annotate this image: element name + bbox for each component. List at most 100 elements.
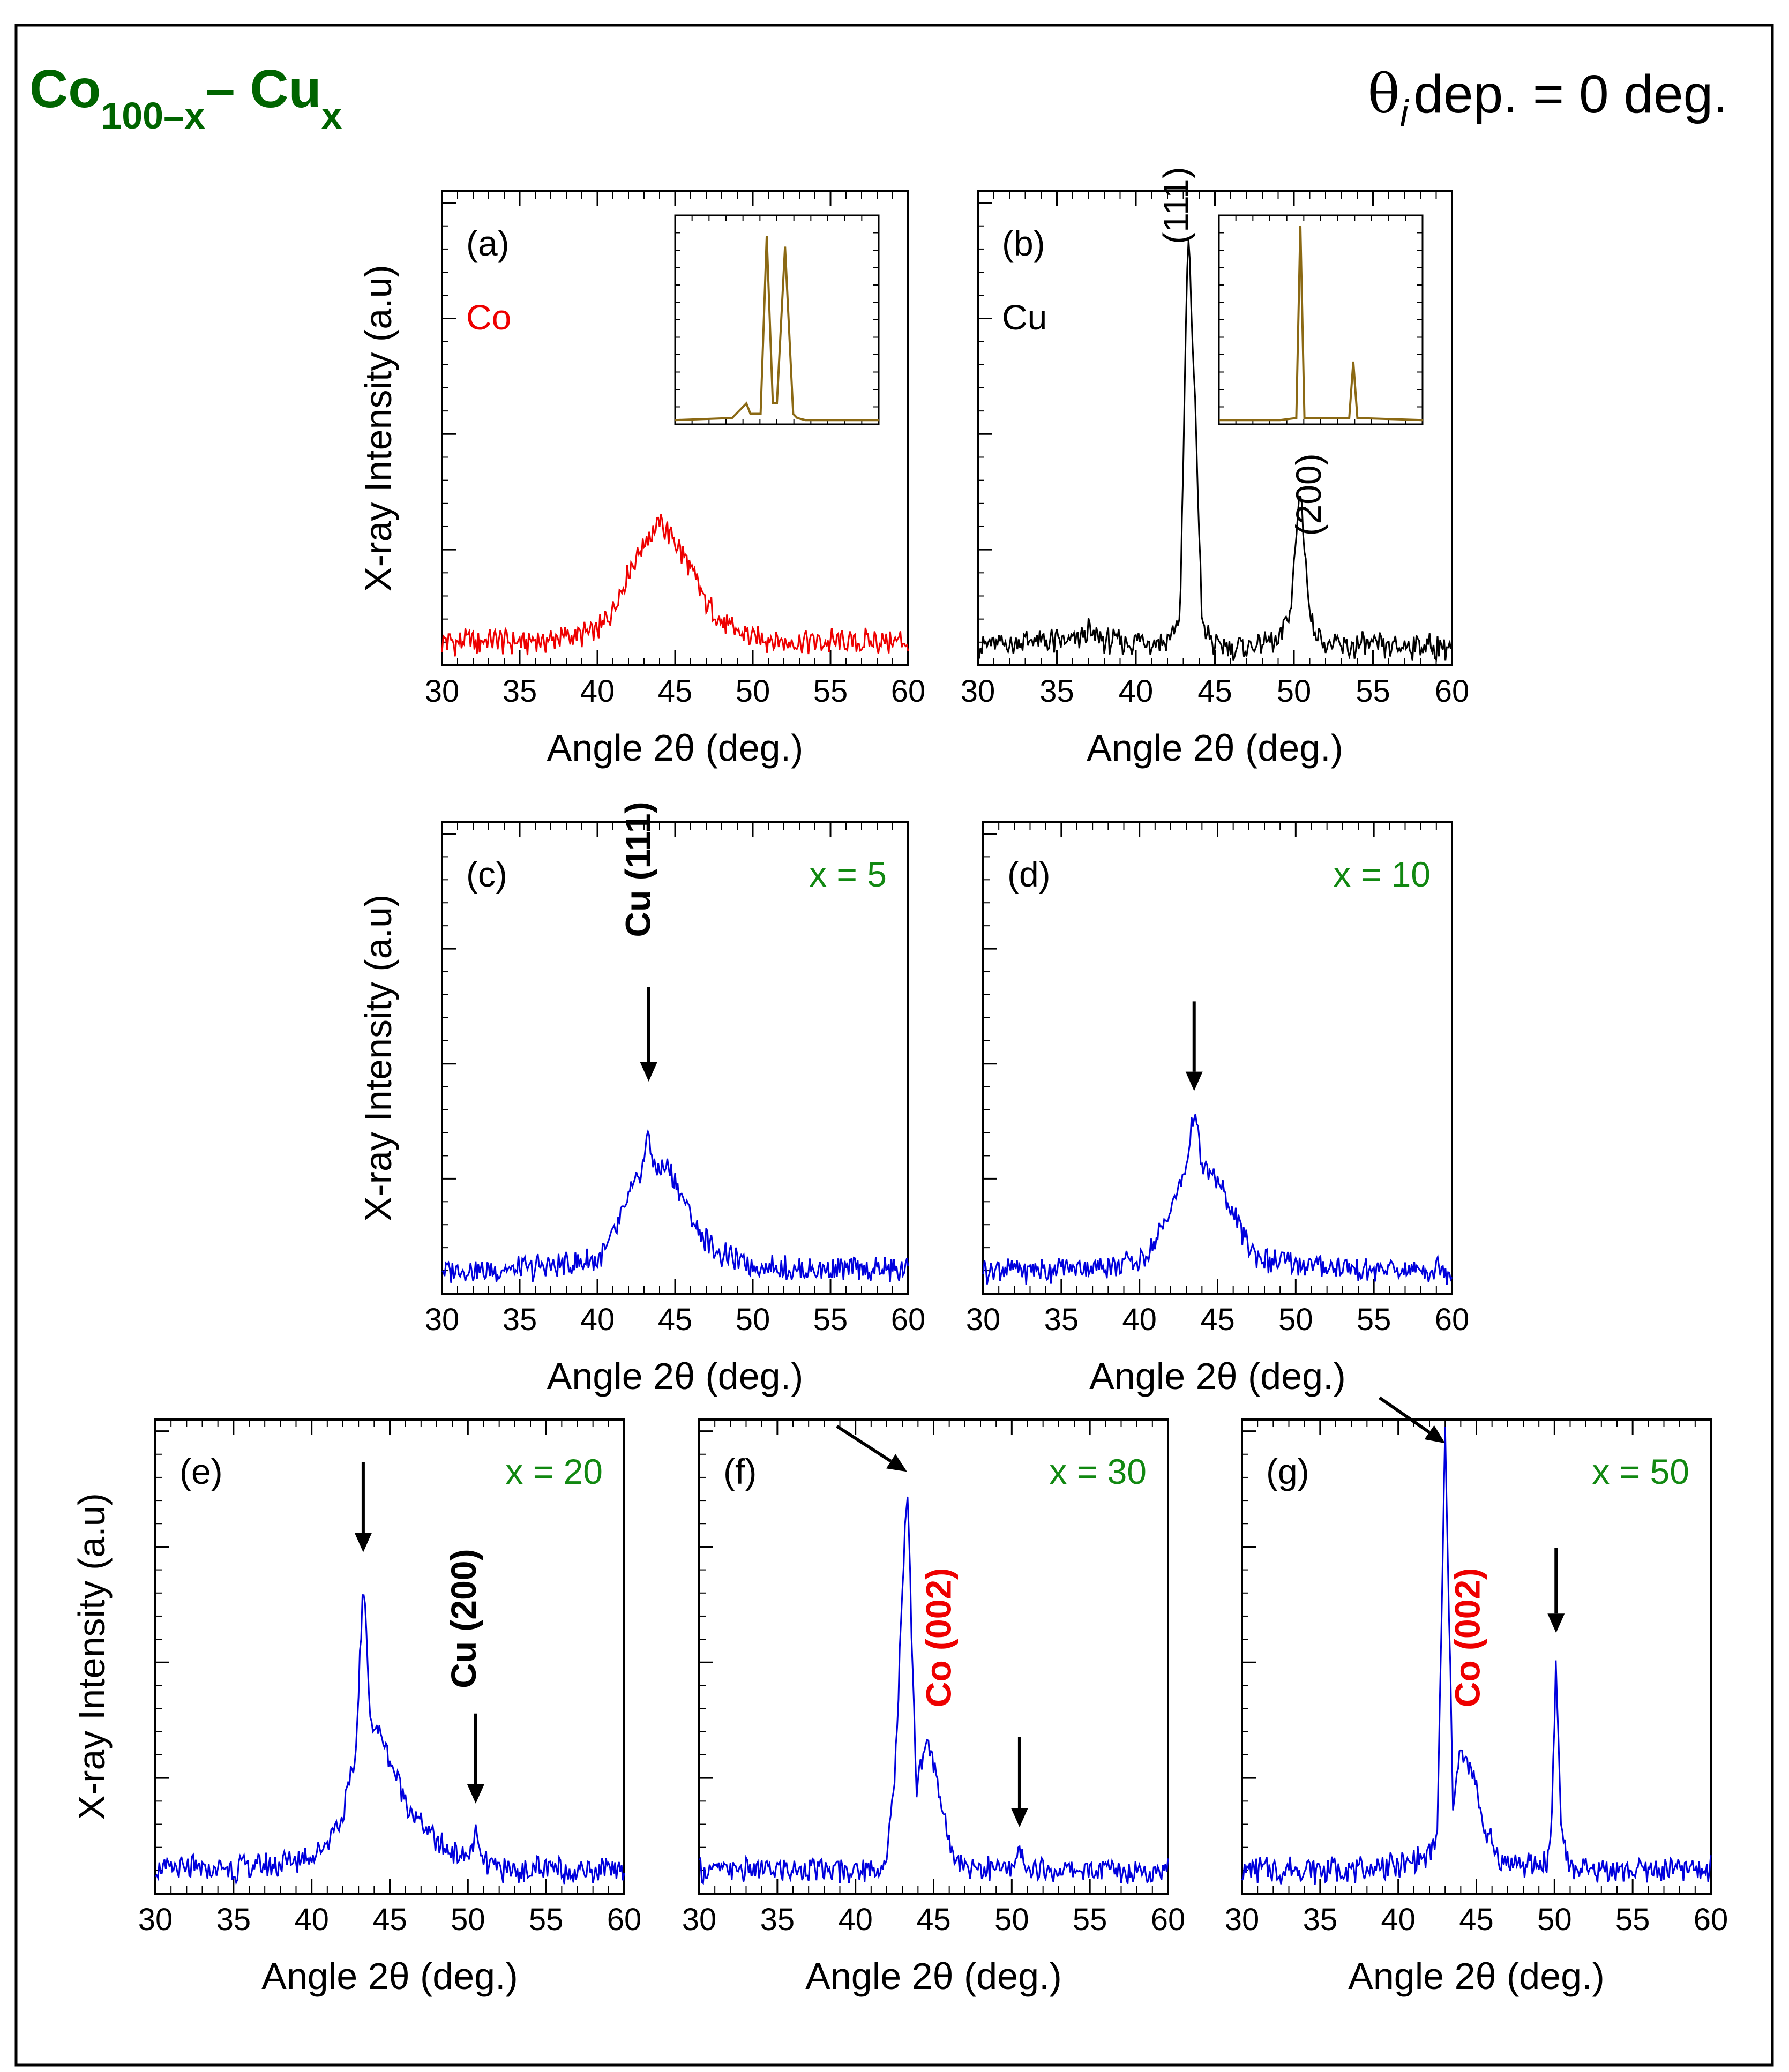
- panel-label: (a): [466, 223, 510, 263]
- x-tick-label: 55: [1073, 1902, 1107, 1937]
- x-tick-label: 55: [529, 1902, 564, 1937]
- composition-label: x = 10: [1333, 854, 1431, 894]
- peak-label: Co (002): [919, 1568, 959, 1707]
- series-line: [977, 239, 1453, 662]
- figure-title-sub1: 100–x: [101, 95, 205, 137]
- x-tick-label: 40: [1122, 1302, 1157, 1337]
- arrow-head: [467, 1784, 484, 1804]
- panel-e: 30 35 40 45 50 55 60 Angle 2θ (deg.) X-ray Inten…: [71, 1418, 642, 1997]
- panel-b: 30 35 40 45 50 55 60 Angle 2θ (deg.) (b) Cu (111) (…: [961, 167, 1470, 769]
- panel-label: (d): [1007, 854, 1051, 894]
- x-tick-label: 30: [425, 674, 460, 709]
- x-axis-label: Angle 2θ (deg.): [547, 1355, 804, 1397]
- arrow-shaft: [1378, 1396, 1431, 1434]
- x-tick-label: 40: [1119, 674, 1154, 709]
- panel-label: (c): [466, 854, 507, 894]
- condition-theta: θ: [1368, 63, 1400, 125]
- x-tick-label: 55: [1357, 1302, 1391, 1337]
- x-tick-label: 40: [580, 1302, 615, 1337]
- peak-label: Cu (111): [618, 801, 658, 937]
- arrow-shaft: [836, 1424, 892, 1463]
- x-tick-label: 60: [891, 1302, 926, 1337]
- x-tick-label: 40: [1381, 1902, 1416, 1937]
- x-tick-label: 60: [1694, 1902, 1728, 1937]
- panel-label: (b): [1002, 223, 1045, 263]
- arrow-head: [1010, 1808, 1028, 1828]
- x-tick-label: 45: [658, 1302, 693, 1337]
- figure-border: [14, 24, 1774, 2067]
- x-tick-label: 50: [1537, 1902, 1572, 1937]
- y-axis-label: X-ray Intensity (a.u): [71, 1493, 113, 1820]
- x-tick-label: 50: [1278, 1302, 1313, 1337]
- x-tick-label: 55: [1356, 674, 1390, 709]
- x-axis-label: Angle 2θ (deg.): [1089, 1355, 1346, 1397]
- arrow-head: [1185, 1071, 1203, 1091]
- sample-label: Cu: [1002, 297, 1047, 337]
- panel-label: (e): [179, 1452, 223, 1491]
- composition-label: x = 30: [1049, 1452, 1147, 1491]
- x-tick-label: 30: [1225, 1902, 1260, 1937]
- x-tick-label: 45: [658, 674, 693, 709]
- deposition-condition: θi dep. = 0 deg.: [1368, 63, 1728, 134]
- inset-chart: [674, 214, 880, 425]
- x-tick-label: 50: [994, 1902, 1029, 1937]
- x-tick-label: 35: [216, 1902, 251, 1937]
- x-tick-label: 30: [961, 674, 995, 709]
- x-tick-label: 40: [294, 1902, 329, 1937]
- panel-f: 30 35 40 45 50 55 60 Angle 2θ (deg.) (f) x = 30 Co…: [682, 1418, 1186, 1997]
- x-tick-label: 55: [1615, 1902, 1650, 1937]
- figure-title-sub2: x: [321, 95, 342, 137]
- x-tick-label: 30: [425, 1302, 460, 1337]
- series-line: [1241, 1427, 1712, 1885]
- x-tick-label: 60: [1151, 1902, 1186, 1937]
- panel-a: 30 35 40 45 50 55 60 Angle 2θ (deg.) X-ray Inten…: [357, 190, 926, 769]
- series-line: [698, 1496, 1169, 1885]
- panel-label: (f): [723, 1452, 757, 1491]
- composition-label: x = 5: [809, 854, 887, 894]
- x-tick-label: 60: [607, 1902, 642, 1937]
- arrow-head: [1424, 1425, 1446, 1444]
- condition-rest: dep. = 0 deg.: [1413, 64, 1728, 124]
- x-tick-label: 50: [451, 1902, 485, 1937]
- x-tick-label: 30: [138, 1902, 173, 1937]
- series-line: [982, 1114, 1453, 1285]
- x-tick-label: 50: [1277, 674, 1312, 709]
- x-axis-label: Angle 2θ (deg.): [805, 1955, 1062, 1997]
- composition-label: x = 50: [1592, 1452, 1689, 1491]
- sample-label: Co: [466, 297, 511, 337]
- series-line: [441, 1129, 909, 1283]
- composition-label: x = 20: [505, 1452, 603, 1491]
- inset-line: [675, 236, 879, 422]
- x-tick-label: 45: [1197, 674, 1232, 709]
- x-axis-label: Angle 2θ (deg.): [1087, 727, 1343, 769]
- x-tick-label: 35: [760, 1902, 795, 1937]
- condition-i: i: [1400, 92, 1410, 134]
- inset-line: [1219, 226, 1423, 422]
- x-tick-label: 35: [1039, 674, 1074, 709]
- x-tick-label: 60: [1435, 1302, 1470, 1337]
- peak-label: (200): [1289, 453, 1328, 536]
- x-tick-label: 60: [891, 674, 926, 709]
- panel-g: 30 35 40 45 50 55 60 Angle 2θ (deg.) (g) x = 50 Co…: [1225, 1396, 1728, 1997]
- series-line: [154, 1594, 625, 1886]
- x-tick-label: 55: [813, 674, 848, 709]
- arrow-head: [1547, 1613, 1565, 1633]
- x-axis-label: Angle 2θ (deg.): [1348, 1955, 1605, 1997]
- x-tick-label: 55: [813, 1302, 848, 1337]
- x-tick-label: 40: [580, 674, 615, 709]
- x-tick-label: 30: [682, 1902, 717, 1937]
- x-tick-label: 50: [736, 1302, 770, 1337]
- y-axis-label: X-ray Intensity (a.u): [357, 265, 399, 592]
- figure-title-dash: – Cu: [205, 59, 321, 119]
- peak-label: Co (002): [1447, 1568, 1487, 1707]
- figure-title-main: Co: [29, 59, 101, 119]
- arrow-head: [640, 1062, 657, 1082]
- figure-title: Co100–x– Cux: [29, 59, 342, 137]
- x-tick-label: 45: [916, 1902, 951, 1937]
- x-tick-label: 35: [1044, 1302, 1079, 1337]
- x-tick-label: 45: [1200, 1302, 1235, 1337]
- series-line: [441, 514, 909, 657]
- arrow-head: [886, 1454, 907, 1472]
- panels: 30 35 40 45 50 55 60 Angle 2θ (deg.) X-ray Inten…: [71, 167, 1728, 1997]
